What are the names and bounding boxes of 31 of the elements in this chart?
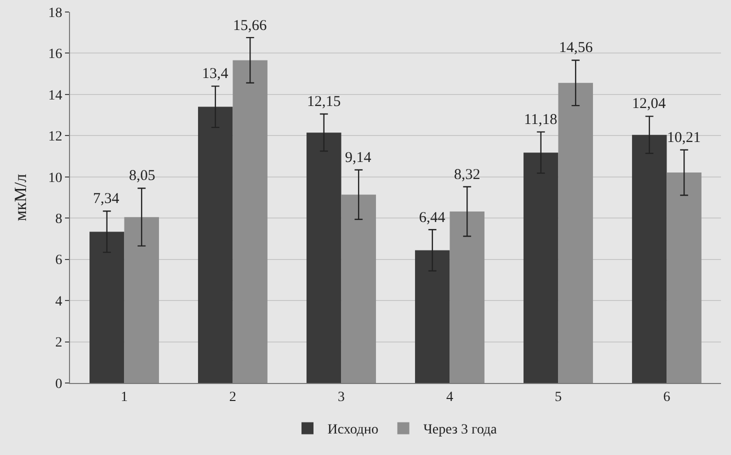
x-tick-label: 4: [446, 390, 454, 405]
legend-label: Исходно: [328, 422, 378, 438]
x-tick-label: 2: [229, 390, 236, 405]
y-tick-label: 16: [48, 47, 62, 62]
x-tick-label: 5: [554, 390, 562, 405]
legend-label: Через 3 года: [423, 422, 498, 438]
data-label: 6,44: [419, 210, 446, 226]
data-label: 8,32: [454, 167, 480, 183]
data-label: 7,34: [93, 191, 120, 207]
y-tick-label: 6: [55, 253, 62, 268]
y-tick-label: 18: [48, 6, 62, 21]
x-tick-label: 1: [120, 390, 128, 405]
data-label: 12,04: [632, 96, 666, 112]
x-tick-label: 3: [338, 390, 345, 405]
y-tick-label: 10: [48, 170, 62, 186]
data-label: 8,05: [129, 168, 156, 184]
data-label: 11,18: [524, 112, 558, 128]
data-label: 12,15: [307, 94, 341, 110]
y-tick-label: 12: [48, 130, 62, 145]
y-tick-label: 2: [55, 336, 62, 351]
data-label: 14,56: [559, 40, 594, 56]
data-label: 9,14: [345, 150, 372, 166]
y-tick-label: 0: [55, 376, 62, 392]
y-axis-title: мкМ/л: [11, 173, 30, 222]
data-label: 10,21: [667, 130, 701, 146]
y-tick-label: 4: [55, 294, 62, 310]
x-tick-label: 6: [663, 390, 670, 405]
data-label: 13,4: [202, 66, 229, 82]
y-tick-label: 14: [48, 88, 62, 104]
data-label: 15,66: [233, 18, 268, 34]
y-tick-label: 8: [55, 212, 62, 228]
